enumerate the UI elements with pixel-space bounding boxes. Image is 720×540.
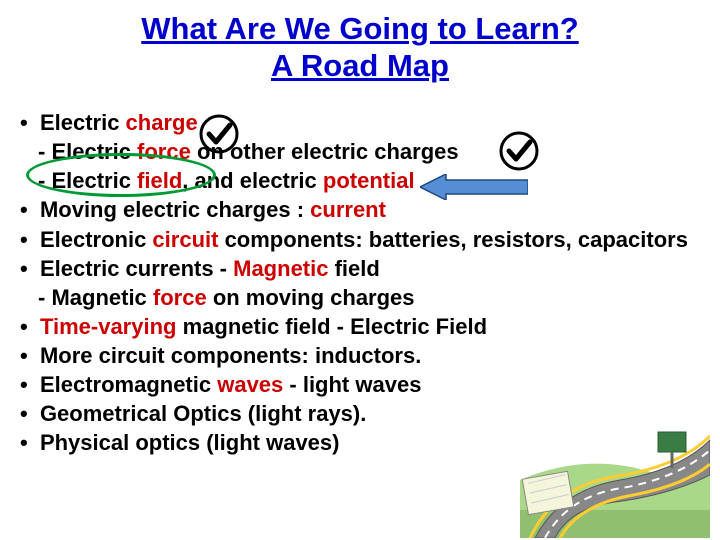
- highlight-oval: [26, 153, 216, 197]
- checkmark-icon: [498, 130, 540, 172]
- bullet-item: • Moving electric charges : current: [20, 195, 700, 224]
- bullet-list: • Electric charge - Electric force on ot…: [0, 84, 720, 456]
- title-line-1: What Are We Going to Learn?: [141, 11, 578, 46]
- bullet-item: • Electric currents - Magnetic field: [20, 254, 700, 283]
- bullet-item: • Electronic circuit components: batteri…: [20, 225, 700, 254]
- bullet-item: • Electric charge: [20, 108, 700, 137]
- checkmark-icon: [198, 113, 240, 155]
- title-line-2: A Road Map: [271, 48, 449, 83]
- bullet-item: • More circuit components: inductors.: [20, 341, 700, 370]
- bullet-item: • Electromagnetic waves - light waves: [20, 370, 700, 399]
- road-illustration-icon: [520, 420, 710, 538]
- bullet-item: • Time-varying magnetic field - Electric…: [20, 312, 700, 341]
- arrow-left-icon: [420, 174, 528, 200]
- slide-title: What Are We Going to Learn? A Road Map: [0, 0, 720, 84]
- bullet-subitem: - Magnetic force on moving charges: [20, 283, 700, 312]
